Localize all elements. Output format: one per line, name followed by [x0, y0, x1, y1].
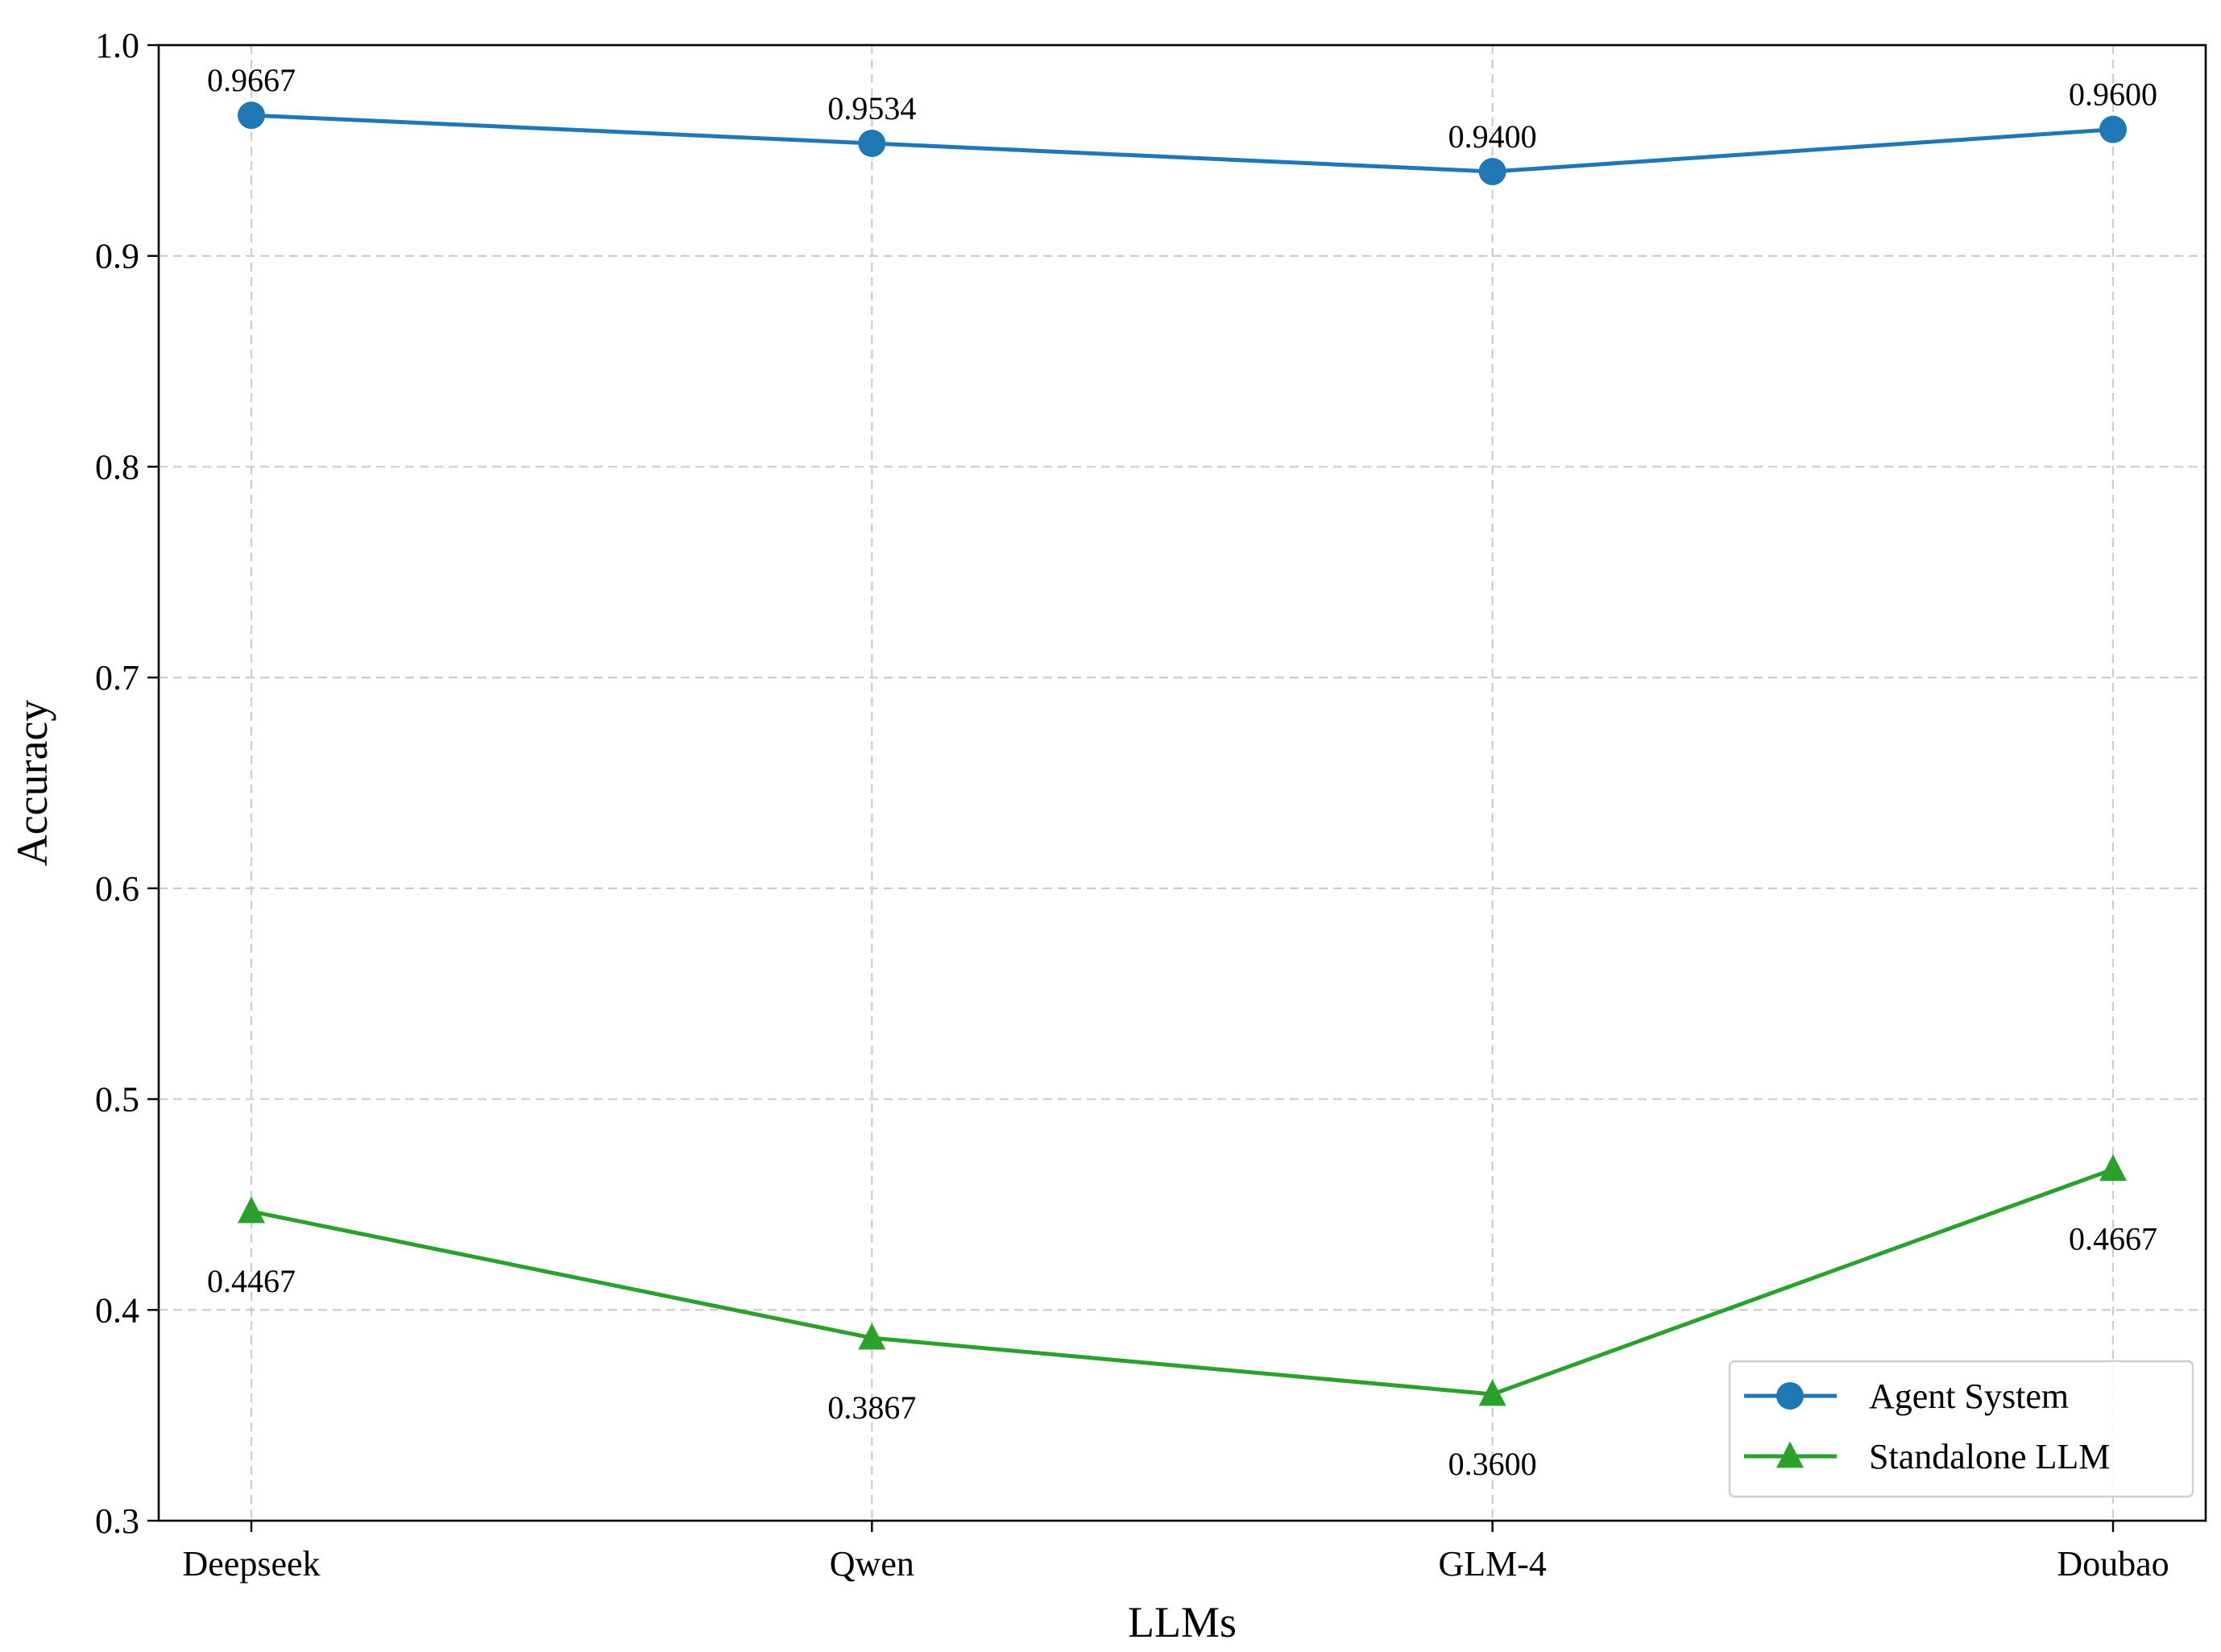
y-axis-ticks: 0.3 0.4 0.5 0.6 0.7 0.8 0.9 1.0 [95, 26, 159, 1541]
y-tick-label: 0.6 [95, 869, 139, 909]
data-label-standalone-llm: 0.3867 [827, 1389, 916, 1426]
y-tick-label: 0.5 [95, 1080, 139, 1120]
data-label-agent-system: 0.9600 [2069, 77, 2157, 113]
y-tick-label: 1.0 [95, 26, 139, 65]
y-tick-label: 0.8 [95, 447, 139, 486]
y-tick-label: 0.9 [95, 237, 139, 276]
plot-area-frame [157, 43, 2207, 1522]
legend-label-agent-system: Agent System [1869, 1377, 2069, 1416]
legend-marker-circle [1776, 1382, 1804, 1410]
data-point-agent-system [2099, 115, 2127, 143]
y-axis-title: Accuracy [8, 700, 56, 867]
x-axis-title: LLMs [1128, 1598, 1237, 1646]
data-point-standalone-llm [2099, 1154, 2127, 1182]
data-label-agent-system: 0.9667 [207, 62, 296, 98]
legend: Agent System Standalone LLM [1728, 1360, 2194, 1498]
data-point-standalone-llm [238, 1196, 265, 1223]
data-point-agent-system [858, 129, 886, 157]
data-point-standalone-llm [1478, 1379, 1506, 1406]
data-label-standalone-llm: 0.4667 [2069, 1221, 2157, 1257]
data-label-standalone-llm: 0.4467 [207, 1263, 296, 1299]
data-label-agent-system: 0.9534 [827, 90, 916, 126]
grid [159, 43, 2206, 1522]
series-line-standalone-llm [251, 1167, 2114, 1397]
x-axis-ticks: Deepseek Qwen GLM-4 Doubao [182, 1521, 2169, 1584]
data-point-agent-system [238, 101, 265, 130]
data-point-standalone-llm [858, 1323, 886, 1350]
legend-label-standalone-llm: Standalone LLM [1869, 1437, 2110, 1476]
y-tick-label: 0.3 [95, 1501, 139, 1541]
legend-entry-standalone-llm: Standalone LLM [1744, 1437, 2110, 1476]
y-tick-label: 0.4 [95, 1290, 139, 1330]
x-tick-label: Deepseek [182, 1544, 320, 1584]
data-label-standalone-llm: 0.3600 [1448, 1446, 1537, 1482]
x-tick-label: Qwen [830, 1544, 914, 1584]
x-tick-label: Doubao [2057, 1544, 2169, 1584]
legend-marker-triangle [1776, 1441, 1804, 1468]
series-group [238, 101, 2127, 1406]
legend-entry-agent-system: Agent System [1744, 1377, 2069, 1416]
data-label-agent-system: 0.9400 [1448, 118, 1537, 155]
data-labels: 0.9667 0.9534 0.9400 0.9600 0.4467 0.3867 0.36… [207, 62, 2157, 1482]
x-tick-label: GLM-4 [1438, 1544, 1546, 1584]
data-point-agent-system [1478, 158, 1506, 186]
legend-box [1728, 1360, 2194, 1498]
y-tick-label: 0.7 [95, 658, 139, 698]
series-line-agent-system [251, 113, 2114, 174]
